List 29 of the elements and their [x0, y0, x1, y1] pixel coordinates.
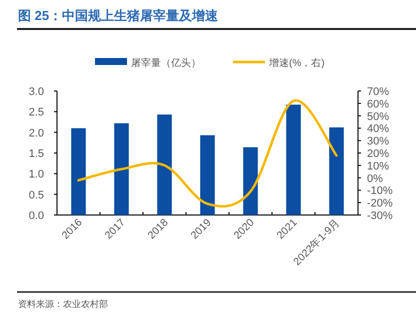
y-tick-label: 3.0	[28, 86, 44, 98]
y2-tick-label: 70%	[367, 86, 390, 98]
text: 资料来源：农业农村部	[18, 299, 108, 309]
y-tick-label: 0.0	[28, 210, 44, 222]
chart-title: 图 25：中国规上生猪屠宰量及增速	[18, 8, 220, 23]
y2-tick-label: 0%	[367, 172, 384, 185]
bar	[114, 123, 129, 215]
y-tick-label: 2.5	[28, 106, 44, 119]
y2-tick-label: 40%	[367, 123, 390, 136]
y-tick-label: 1.0	[28, 168, 44, 181]
y-tick-label: 1.5	[28, 148, 44, 160]
y2-tick-label: 30%	[367, 136, 390, 148]
y2-tick-label: -30%	[367, 210, 393, 222]
bar	[243, 147, 258, 215]
bar	[157, 114, 172, 215]
y2-tick-label: -10%	[367, 185, 393, 198]
y2-tick-label: 50%	[367, 110, 390, 123]
bar	[71, 128, 86, 215]
bar	[200, 135, 215, 215]
legend-label: 屠宰量（亿头）	[131, 57, 201, 69]
y2-tick-label: 20%	[367, 148, 390, 160]
y-tick-label: 0.5	[28, 189, 44, 202]
y-tick-label: 2.0	[28, 127, 44, 140]
bar	[329, 127, 344, 215]
legend-label: 增速(%，右)	[268, 57, 325, 69]
y2-tick-label: -20%	[367, 198, 393, 210]
y2-tick-label: 10%	[367, 160, 390, 172]
y2-tick-label: 60%	[367, 98, 390, 110]
bar	[286, 104, 301, 215]
